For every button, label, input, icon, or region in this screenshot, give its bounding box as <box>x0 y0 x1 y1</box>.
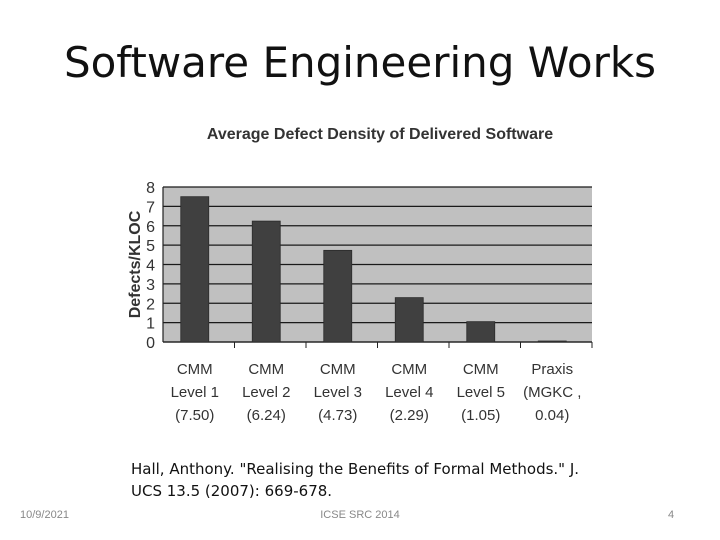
bar <box>180 196 210 343</box>
x-tick-label: Level 5 <box>457 384 505 401</box>
x-tick-label: Praxis <box>531 361 573 378</box>
footer-date: 10/9/2021 <box>20 509 69 521</box>
bar <box>323 249 353 343</box>
x-tick-label: CMM <box>177 361 213 378</box>
x-tick-label: (6.24) <box>247 407 286 424</box>
y-tick-label: 6 <box>146 219 155 236</box>
y-tick-label: 4 <box>146 258 155 275</box>
x-tick-label: CMM <box>320 361 356 378</box>
footer-center-text: ICSE SRC 2014 <box>320 509 400 521</box>
x-tick-label: 0.04) <box>535 407 569 424</box>
y-tick-label: 5 <box>146 238 155 255</box>
y-axis-label: Defects/KLOC <box>127 210 144 318</box>
y-tick-label: 8 <box>146 180 155 197</box>
y-tick-label: 0 <box>146 335 155 352</box>
x-tick-label: Level 3 <box>314 384 362 401</box>
x-tick-label: CMM <box>391 361 427 378</box>
x-tick-label: (4.73) <box>318 407 357 424</box>
bar <box>466 321 496 343</box>
page-number: 4 <box>668 509 675 521</box>
y-tick-label: 3 <box>146 277 155 294</box>
bar-chart: 0 1 2 3 4 5 6 7 8 CMM Level 1 (7.50) CMM Level 2 (6.24… <box>127 180 593 424</box>
x-tick-label: Level 4 <box>385 384 433 401</box>
x-tick-label: (1.05) <box>461 407 500 424</box>
x-tick-label: CMM <box>248 361 284 378</box>
x-tick-label: (7.50) <box>175 407 214 424</box>
citation-line-2: UCS 13.5 (2007): 669-678. <box>131 482 333 500</box>
x-tick-label: Level 2 <box>242 384 290 401</box>
x-tick-label: Level 1 <box>171 384 219 401</box>
x-tick-label: CMM <box>463 361 499 378</box>
x-tick-label: (MGKC , <box>523 384 581 401</box>
y-tick-label: 7 <box>146 199 155 216</box>
chart-title: Average Defect Density of Delivered Soft… <box>206 126 554 143</box>
slide-title: Software Engineering Works <box>63 38 657 87</box>
bar <box>251 220 281 343</box>
x-tick-label: (2.29) <box>390 407 429 424</box>
y-tick-label: 2 <box>146 296 155 313</box>
bar <box>394 297 424 343</box>
y-tick-label: 1 <box>146 316 155 333</box>
bar <box>537 340 567 343</box>
citation: Hall, Anthony. "Realising the Benefits o… <box>131 458 601 502</box>
citation-line-1: Hall, Anthony. "Realising the Benefits o… <box>131 460 580 478</box>
